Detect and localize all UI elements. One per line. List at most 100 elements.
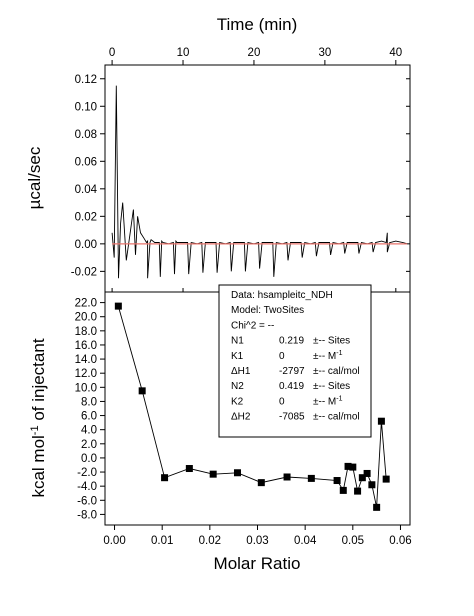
top-x-tick-label: 20	[248, 47, 261, 59]
fit-parameter-cell: -7085	[279, 412, 305, 423]
fit-parameter-row: N2 0.419 ±-- Sites	[231, 381, 350, 392]
fit-parameters-box: Data: hsampleitc_NDH Model: TwoSites Chi^2…	[218, 284, 372, 438]
data-point	[344, 462, 352, 470]
bottom-y-tick-label: 20.0	[75, 312, 97, 324]
bottom-y-tick-label: 10.0	[75, 382, 97, 394]
bottom-y-tick-label: 0.0	[81, 453, 97, 465]
fit-parameter-cell: 0	[279, 396, 285, 407]
top-panel: Time (min) µcal/sec 0 10 20 30 40 -0.02 0.00 0…	[25, 15, 411, 293]
fit-parameter-row: Chi^2 = --	[231, 320, 274, 331]
fit-parameter-cell: N2	[231, 381, 244, 392]
data-point	[339, 486, 347, 494]
fit-parameter-row: Model: TwoSites	[231, 305, 304, 316]
fit-parameter-cell: 0.219	[279, 336, 304, 347]
bottom-x-tick-label: 0.02	[199, 535, 221, 547]
fit-parameter-cell: ±-- cal/mol	[313, 412, 360, 423]
fit-parameter-row: N1 0.219 ±-- Sites	[231, 336, 350, 347]
top-y-tick-label: 0.08	[75, 129, 97, 141]
fit-parameter-cell: ±-- cal/mol	[313, 366, 360, 377]
data-point	[209, 470, 217, 478]
bottom-x-tick-label: 0.04	[294, 535, 317, 547]
fit-parameter-unit-exponent: -1	[336, 395, 342, 402]
fit-parameter-cell: ΔH2	[231, 412, 251, 423]
data-point	[368, 481, 376, 489]
bottom-y-axis-label: kcal mol-1 of injectant	[29, 338, 48, 497]
data-point	[373, 503, 381, 511]
data-point	[349, 463, 357, 471]
bottom-x-tick-label: 0.01	[151, 535, 173, 547]
bottom-y-tick-label: 12.0	[75, 368, 97, 380]
bottom-x-tick-label: 0.03	[246, 535, 268, 547]
data-point	[358, 474, 366, 482]
top-x-tick-label: 0	[109, 47, 115, 59]
top-x-tick-label: 40	[389, 47, 402, 59]
fit-parameter-row: Data: hsampleitc_NDH	[231, 290, 333, 301]
bottom-y-tick-label: -6.0	[77, 495, 97, 507]
fit-parameter-cell: -2797	[279, 366, 305, 377]
fit-parameter-cell: ±-- M	[313, 351, 336, 362]
data-point	[114, 302, 122, 310]
data-point	[161, 474, 169, 482]
bottom-x-tick-label: 0.05	[342, 535, 364, 547]
data-point	[363, 469, 371, 477]
data-point	[233, 469, 241, 477]
fit-parameter-row: K2 0 ±-- M-1	[231, 395, 343, 407]
bottom-panel: Molar Ratio kcal mol-1 of injectant 0.00…	[29, 284, 412, 573]
top-plot-frame	[104, 64, 411, 293]
bottom-y-tick-label: 16.0	[75, 340, 97, 352]
bottom-y-tick-label: 14.0	[75, 354, 97, 366]
bottom-y-tick-label: 4.0	[81, 425, 97, 437]
fit-parameters-text: Data: hsampleitc_NDH Model: TwoSites Chi^2…	[231, 290, 360, 423]
fit-parameter-row: ΔH2 -7085 ±-- cal/mol	[231, 412, 360, 423]
data-point	[257, 479, 265, 487]
top-x-axis-label: Time (min)	[217, 15, 298, 34]
fit-parameter-cell: ΔH1	[231, 366, 251, 377]
bottom-x-ticks: 0.00 0.01 0.02 0.03 0.04 0.05 0.06	[103, 525, 412, 547]
top-y-axis-label: µcal/sec	[25, 146, 44, 209]
fit-parameter-cell: N1	[231, 336, 244, 347]
top-x-tick-label: 10	[177, 47, 190, 59]
fit-parameter-cell: 0	[279, 351, 285, 362]
top-x-ticks: 0 10 20 30 40	[109, 47, 402, 292]
bottom-x-tick-label: 0.00	[103, 535, 125, 547]
fit-parameter-row: ΔH1 -2797 ±-- cal/mol	[231, 366, 360, 377]
top-series	[111, 85, 408, 279]
bottom-y-tick-label: 22.0	[75, 298, 97, 310]
data-point	[382, 475, 390, 483]
data-point	[185, 465, 193, 473]
bottom-y-label-rest: of injectant	[29, 338, 48, 425]
top-y-tick-label: 0.02	[75, 211, 97, 223]
data-point	[377, 417, 385, 425]
bottom-y-tick-label: 18.0	[75, 326, 97, 338]
top-x-tick-label: 30	[318, 47, 331, 59]
bottom-y-ticks: -8.0 -6.0 -4.0 -2.0 0.0 2.0 4.0 6.0 8.0 10.0 12.0 1…	[75, 298, 105, 521]
bottom-x-tick-label: 0.06	[389, 535, 411, 547]
bottom-x-axis-label: Molar Ratio	[214, 554, 301, 573]
bottom-y-label-main: kcal mol	[29, 435, 48, 497]
fit-parameter-unit-exponent: -1	[336, 350, 342, 357]
top-y-tick-label: 0.04	[75, 184, 98, 196]
bottom-y-tick-label: -4.0	[77, 481, 97, 493]
fit-parameter-cell: 0.419	[279, 381, 304, 392]
bottom-y-tick-label: -2.0	[77, 467, 97, 479]
top-y-tick-label: -0.02	[71, 266, 97, 278]
fit-parameter-cell: ±-- Sites	[313, 336, 350, 347]
top-y-tick-label: 0.06	[75, 156, 97, 168]
data-point	[354, 487, 362, 495]
fit-parameter-cell: K2	[231, 396, 244, 407]
bottom-y-tick-label: 2.0	[81, 439, 97, 451]
data-point	[307, 474, 315, 482]
top-y-ticks: -0.02 0.00 0.02 0.04 0.06 0.08 0.10 0.12	[71, 74, 410, 278]
fit-parameters-frame	[218, 284, 372, 438]
fit-parameter-cell: ±-- Sites	[313, 381, 350, 392]
bottom-y-label-sup: -1	[29, 425, 41, 435]
data-point	[283, 473, 291, 481]
top-y-tick-label: 0.00	[75, 239, 97, 251]
top-y-tick-label: 0.12	[75, 74, 97, 86]
fit-parameter-row: K1 0 ±-- M-1	[231, 350, 343, 362]
bottom-y-tick-label: -8.0	[77, 509, 97, 521]
bottom-y-tick-label: 6.0	[81, 411, 97, 423]
thermogram-line	[111, 85, 408, 279]
data-point	[138, 387, 146, 395]
